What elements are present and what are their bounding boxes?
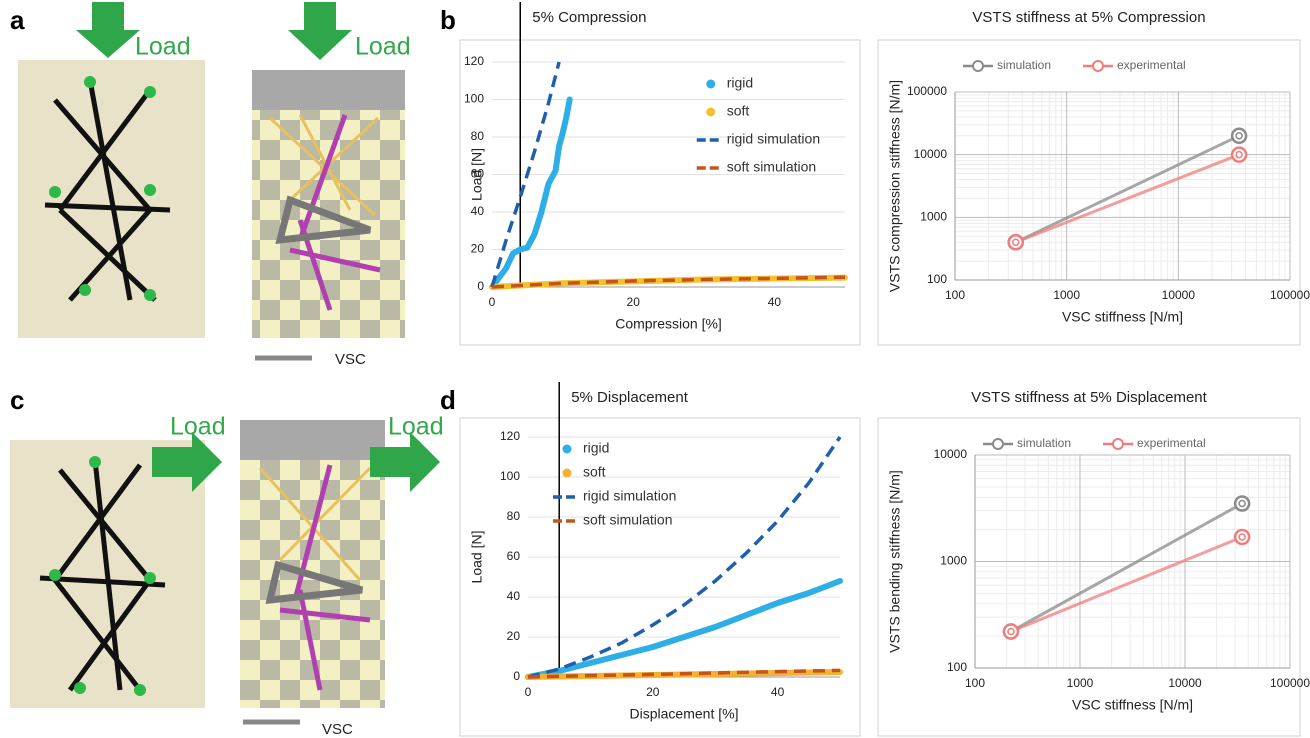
legend-label: rigid	[583, 440, 609, 456]
y-axis-label: Load [N]	[469, 148, 485, 201]
data-point	[1235, 530, 1249, 544]
legend-label: experimental	[1117, 58, 1186, 72]
y-axis-label: VSTS compression stiffness [N/m]	[887, 80, 903, 292]
y-tick-label: 100	[500, 469, 520, 483]
series-line	[1011, 504, 1242, 632]
load-label: Load	[355, 33, 411, 61]
y-tick-label: 80	[471, 129, 485, 143]
x-tick-label: 20	[646, 685, 660, 699]
y-tick-label: 80	[507, 509, 521, 523]
x-tick-label: 20	[627, 295, 641, 309]
annotation-text: 5% Compression	[532, 9, 646, 26]
y-axis-label: VSTS bending stiffness [N/m]	[887, 470, 903, 653]
load-arrow	[76, 2, 140, 58]
data-point	[1232, 129, 1246, 143]
vsc-label: VSC	[322, 721, 353, 738]
x-tick-label: 40	[768, 295, 782, 309]
panel-label: a	[10, 5, 25, 35]
x-tick-label: 1000	[1053, 288, 1080, 302]
x-tick-label: 0	[489, 295, 496, 309]
load-arrow	[288, 2, 352, 60]
data-point	[1232, 148, 1246, 162]
x-tick-label: 100000	[1270, 288, 1310, 302]
y-tick-label: 10000	[934, 447, 968, 461]
x-axis-label: Compression [%]	[615, 316, 722, 332]
legend-symbol	[1113, 439, 1123, 449]
x-axis-label: VSC stiffness [N/m]	[1072, 697, 1193, 713]
legend-label: soft	[583, 464, 606, 480]
y-tick-label: 20	[471, 242, 485, 256]
legend-label: soft simulation	[583, 512, 672, 528]
figure: a Load Load VSC b c Load	[0, 0, 1310, 738]
y-tick-label: 1000	[920, 210, 947, 224]
x-tick-label: 100000	[1270, 676, 1310, 690]
vsc-label: VSC	[335, 351, 366, 368]
legend-label: soft	[727, 103, 750, 119]
load-label: Load	[388, 413, 444, 441]
y-axis-label: Load [N]	[469, 531, 485, 584]
x-axis-label: VSC stiffness [N/m]	[1062, 309, 1183, 325]
x-axis-label: Displacement [%]	[630, 706, 739, 722]
panel-label: b	[440, 5, 456, 35]
y-tick-label: 10000	[914, 147, 948, 161]
panel-label: c	[10, 385, 24, 415]
photo	[18, 60, 205, 338]
y-tick-label: 1000	[940, 554, 967, 568]
y-tick-label: 100	[947, 660, 967, 674]
legend-symbol	[563, 445, 572, 454]
chart-frame	[460, 418, 860, 736]
data-point	[1004, 625, 1018, 639]
chart-title: VSTS stiffness at 5% Compression	[972, 9, 1205, 26]
chart-title: VSTS stiffness at 5% Displacement	[971, 389, 1207, 406]
annotation-text: 5% Displacement	[571, 389, 689, 406]
y-tick-label: 20	[507, 629, 521, 643]
x-tick-label: 40	[771, 685, 785, 699]
legend-symbol	[993, 439, 1003, 449]
legend-label: rigid	[727, 75, 753, 91]
x-tick-label: 100	[945, 288, 965, 302]
legend-label: simulation	[1017, 436, 1071, 450]
x-tick-label: 0	[525, 685, 532, 699]
y-tick-label: 40	[471, 204, 485, 218]
x-tick-label: 10000	[1168, 676, 1202, 690]
load-label: Load	[135, 33, 191, 61]
y-tick-label: 120	[500, 429, 520, 443]
y-tick-label: 100	[464, 92, 484, 106]
simulation-render	[240, 420, 385, 708]
y-tick-label: 100	[927, 272, 947, 286]
simulation-render	[252, 70, 405, 338]
legend-symbol	[706, 108, 715, 117]
y-tick-label: 0	[477, 279, 484, 293]
x-tick-label: 100	[965, 676, 985, 690]
y-tick-label: 120	[464, 54, 484, 68]
series-line	[492, 100, 570, 288]
photo	[10, 440, 205, 708]
y-tick-label: 60	[507, 549, 521, 563]
load-label: Load	[170, 413, 226, 441]
legend-label: soft simulation	[727, 159, 816, 175]
panel-label: d	[440, 385, 456, 415]
y-tick-label: 40	[507, 589, 521, 603]
x-tick-label: 1000	[1067, 676, 1094, 690]
data-point	[1235, 497, 1249, 511]
legend-label: simulation	[997, 58, 1051, 72]
legend-label: rigid simulation	[727, 131, 820, 147]
legend-label: rigid simulation	[583, 488, 676, 504]
x-tick-label: 10000	[1162, 288, 1196, 302]
y-tick-label: 100000	[907, 84, 947, 98]
legend-symbol	[563, 469, 572, 478]
legend-symbol	[706, 80, 715, 89]
legend-label: experimental	[1137, 436, 1206, 450]
legend-symbol	[1093, 61, 1103, 71]
legend-symbol	[973, 61, 983, 71]
y-tick-label: 0	[513, 669, 520, 683]
data-point	[1009, 235, 1023, 249]
